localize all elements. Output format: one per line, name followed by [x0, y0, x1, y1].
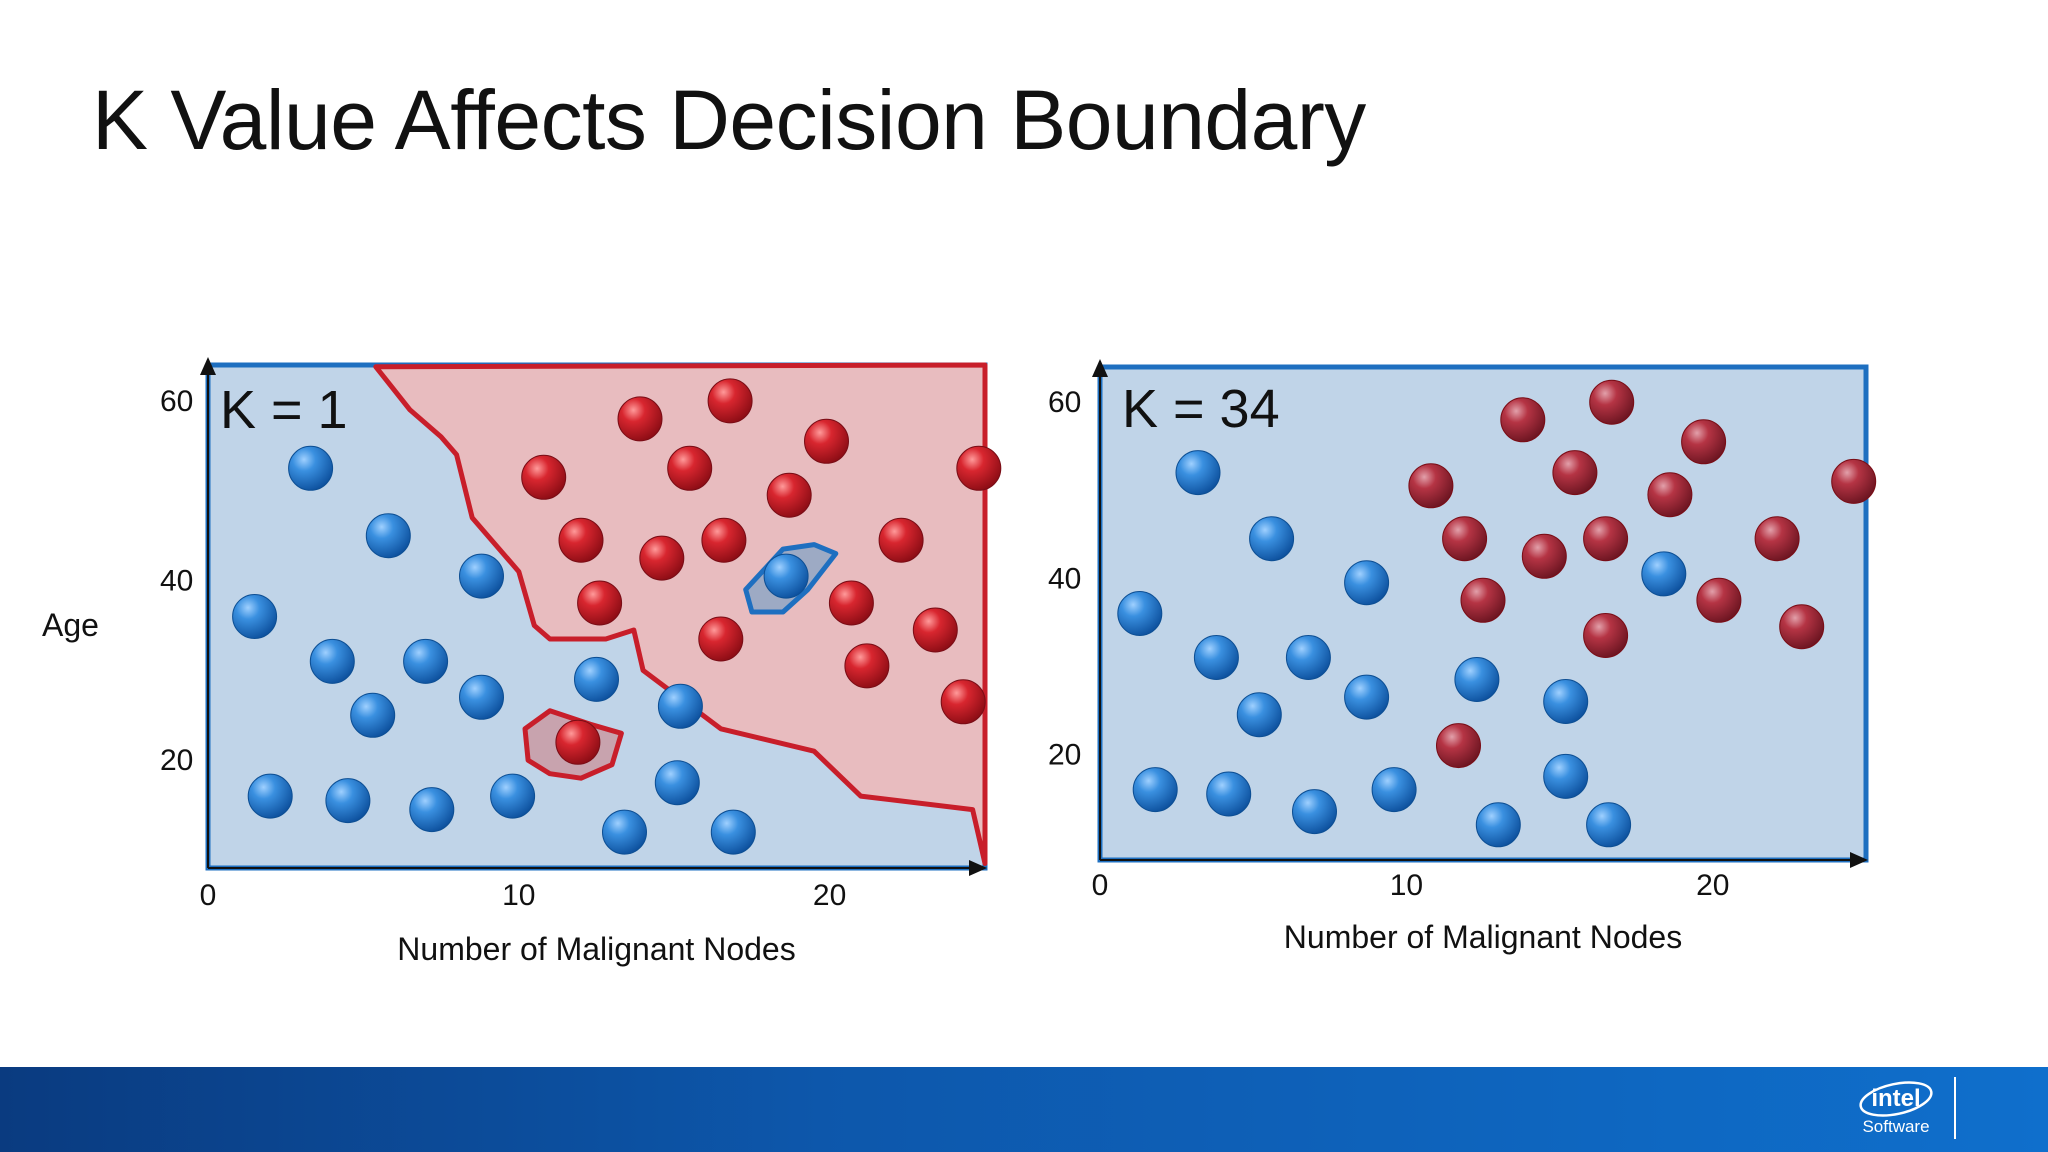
point-class-b-14: [912, 607, 958, 653]
point-class-a-6: [350, 692, 396, 738]
point-class-b-6: [766, 472, 812, 518]
point-class-a-10: [1132, 767, 1178, 813]
point-class-a-2: [1249, 516, 1295, 562]
point-class-a-5: [1236, 692, 1282, 738]
point-class-b-1: [1589, 379, 1635, 425]
point-class-a-10: [247, 773, 293, 819]
point-class-a-12: [1292, 789, 1337, 835]
point-class-b-5: [1552, 450, 1598, 496]
x-axis-title: Number of Malignant Nodes: [397, 931, 795, 967]
point-class-a-5: [403, 638, 449, 684]
point-class-a-3: [1193, 635, 1239, 680]
point-class-b-11: [1460, 577, 1506, 623]
x-tick-label: 10: [1390, 869, 1423, 902]
x-tick-label: 20: [1696, 869, 1729, 902]
x-tick-label: 10: [502, 879, 535, 912]
panel-k1: K = 1 0 10 20 20 40 60 Number of Malignant Node…: [160, 357, 1002, 967]
point-class-b-0: [617, 396, 663, 442]
x-tick-label: 0: [200, 879, 217, 912]
point-class-a-8: [1454, 657, 1500, 702]
point-class-b-5: [667, 445, 713, 491]
point-class-b-11: [577, 580, 623, 626]
point-class-b-7: [1442, 516, 1488, 562]
intel-logo-icon: intel: [1859, 1081, 1933, 1117]
point-class-a-1: [1175, 450, 1221, 496]
point-class-b-4: [521, 454, 567, 500]
point-class-b-14: [1779, 604, 1825, 650]
intel-logo: intel Software: [1848, 1077, 1944, 1147]
point-class-b-3: [956, 445, 1002, 491]
point-class-a-15: [1543, 753, 1589, 799]
point-class-b-8: [1521, 533, 1567, 579]
point-class-b-13: [698, 616, 744, 662]
y-tick-label: 20: [1048, 738, 1081, 771]
panel-label: K = 34: [1122, 379, 1280, 439]
point-class-a-8: [574, 656, 619, 702]
point-class-a-16: [1586, 802, 1632, 848]
point-class-a-9: [657, 683, 703, 729]
slide-title: K Value Affects Decision Boundary: [92, 73, 1366, 167]
point-class-a-7: [1344, 560, 1390, 606]
brand-divider: [1954, 1077, 1956, 1139]
point-class-a-6: [1344, 674, 1390, 720]
point-class-a-2: [365, 513, 411, 559]
point-class-a-17: [1641, 551, 1687, 597]
point-class-b-15: [1436, 723, 1481, 769]
point-class-a-4: [309, 638, 355, 684]
point-class-a-12: [409, 787, 455, 833]
point-class-b-12: [828, 580, 874, 626]
point-class-a-14: [1475, 802, 1521, 848]
intel-logo-text: intel: [1871, 1085, 1920, 1112]
point-class-a-9: [1543, 679, 1589, 724]
y-tick-label: 60: [160, 385, 193, 418]
point-class-b-10: [878, 517, 924, 563]
point-class-a-1: [288, 445, 334, 491]
footer-bar: intel Software: [0, 1067, 2048, 1152]
y-tick-label: 40: [1048, 562, 1081, 595]
point-class-b-10: [1754, 516, 1800, 562]
point-class-a-16: [710, 809, 756, 855]
point-class-a-3: [459, 553, 504, 599]
point-class-a-0: [232, 594, 278, 639]
panel-label: K = 1: [220, 380, 348, 440]
point-class-a-13: [1371, 767, 1417, 813]
point-class-b-9: [701, 517, 747, 563]
point-class-b-9: [1583, 516, 1629, 562]
y-tick-label: 20: [160, 744, 193, 777]
point-class-b-0: [1500, 397, 1546, 443]
charts-canvas: Age K = 1 0 10 20 20 40 60 Number of Malignant …: [42, 357, 1877, 967]
point-class-b-2: [804, 418, 849, 464]
panel-k34: K = 34 0 10 20 20 40 60 Number of Malignant Nod…: [1048, 359, 1877, 955]
point-class-a-0: [1117, 591, 1163, 636]
point-class-a-15: [654, 760, 700, 806]
point-class-a-7: [459, 674, 504, 720]
y-tick-label: 60: [1048, 386, 1081, 419]
point-class-b-4: [1408, 463, 1454, 509]
point-class-b-3: [1831, 458, 1877, 504]
point-class-b-6: [1647, 472, 1693, 518]
point-class-b-2: [1681, 419, 1727, 465]
brand-subtext: Software: [1862, 1117, 1930, 1136]
point-class-a-11: [1206, 771, 1252, 817]
y-tick-label: 40: [160, 565, 193, 598]
y-axis-title: Age: [42, 607, 99, 643]
point-class-b-16: [940, 679, 986, 725]
point-class-b-13: [1583, 613, 1629, 658]
point-class-a-11: [325, 778, 371, 824]
x-tick-label: 0: [1092, 869, 1109, 902]
point-class-a-14: [602, 809, 647, 855]
point-class-b-12: [1696, 577, 1742, 623]
point-class-a-4: [1285, 635, 1331, 680]
point-class-b-15: [844, 643, 890, 689]
point-class-b-8: [639, 535, 685, 581]
x-axis-title: Number of Malignant Nodes: [1284, 919, 1682, 955]
point-class-a-17: [763, 553, 809, 599]
point-class-b-17: [555, 719, 601, 765]
point-class-a-13: [490, 773, 536, 819]
x-tick-label: 20: [813, 879, 846, 912]
point-class-b-7: [558, 517, 604, 563]
point-class-b-1: [707, 378, 753, 424]
